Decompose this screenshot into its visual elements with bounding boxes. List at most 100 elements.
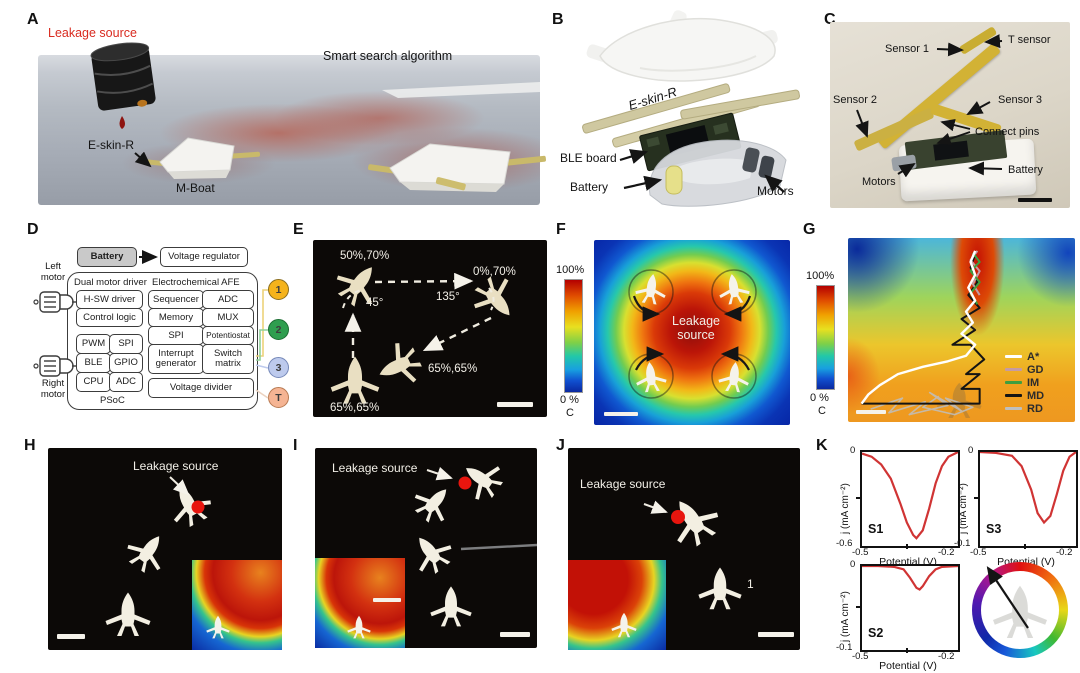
voltage-regulator-box: Voltage regulator <box>160 247 248 267</box>
s1-ytick-0: 0 <box>850 445 856 456</box>
s2-ytick-min: -0.1 <box>836 642 853 653</box>
boat-f-br <box>711 346 757 399</box>
leakage-label-i: Leakage source <box>332 461 418 475</box>
panel-b-label: B <box>552 11 564 28</box>
kplot-s1: j (mA cm⁻²) 0 -0.6 -0.5 -0.2 Potential (… <box>826 442 962 568</box>
legend-md-swatch <box>1005 394 1022 397</box>
scale-bar-i <box>500 632 530 637</box>
panel-b-art <box>582 10 800 207</box>
battery-arrow-c <box>968 161 1003 176</box>
boat-e-bl <box>330 356 380 404</box>
scale-bar-f <box>604 412 638 416</box>
legend-astar-swatch <box>1005 355 1022 358</box>
angle-45-label: 45° <box>366 297 384 309</box>
right-motor-label: Right motor <box>40 378 66 400</box>
portt-wire <box>255 389 269 399</box>
s2-curve <box>862 566 958 590</box>
s2-ytick-0: 0 <box>850 559 856 570</box>
inset-heatmap-j <box>568 560 666 650</box>
scale-bar-h <box>57 634 85 639</box>
gpio-box: GPIO <box>109 353 143 373</box>
panel-c-arrows <box>855 34 1003 178</box>
scale-bar-c <box>1018 198 1052 202</box>
s2-xtick-mid <box>906 648 908 653</box>
leakage-arrow-i <box>426 466 453 481</box>
leakage-label-j: Leakage source <box>580 477 666 491</box>
control-logic-box: Control logic <box>76 308 143 327</box>
speed-mid-label: 65%,65% <box>428 363 478 375</box>
panel-i-label: I <box>293 437 298 454</box>
battery-arrow-b <box>623 175 663 191</box>
sensor3-label: Sensor 3 <box>998 94 1043 106</box>
boat-shell <box>586 10 778 82</box>
s1-frame <box>860 450 960 548</box>
s3-ytick-0: 0 <box>968 445 974 456</box>
leakage-dot-h <box>191 500 205 514</box>
s3-ytick-mid <box>974 497 979 499</box>
pipette <box>460 543 537 551</box>
connect-pins-arrow-2 <box>936 131 971 145</box>
panel-g-paths <box>848 238 1075 418</box>
s3-frame <box>978 450 1078 548</box>
panel-i-art <box>403 451 537 627</box>
port-t-label: T <box>275 391 282 404</box>
left-motor-icon <box>33 291 76 313</box>
s1-xtick-mid <box>906 544 908 549</box>
right-motor-icon <box>33 355 76 377</box>
s3-xtick-left: -0.5 <box>970 547 987 558</box>
scale-bar-e <box>497 402 533 407</box>
s1-xtick-right: -0.2 <box>938 547 955 558</box>
boat-h-2 <box>120 524 176 579</box>
speed-bl-label: 65%,65% <box>330 402 380 414</box>
ble-arrow <box>619 149 649 164</box>
algorithm-label: Smart search algorithm <box>323 49 453 63</box>
speed-tl-label: 50%,70% <box>340 250 390 262</box>
mboat-label: M-Boat <box>176 181 215 195</box>
legend-rd-swatch <box>1005 407 1022 410</box>
left-motor-label: Left motor <box>40 261 66 283</box>
eskin-label-a: E-skin-R <box>88 138 135 152</box>
motors-label-c: Motors <box>862 176 896 188</box>
port-2-label: 2 <box>275 323 282 336</box>
interrupt-generator-box: Interrupt generator <box>148 344 204 374</box>
leakage-source-label-f: Leakage source <box>672 314 720 342</box>
port1-wire <box>256 289 268 357</box>
s2-xtick-right: -0.2 <box>938 651 955 662</box>
s3-ytick-min: -0.1 <box>954 538 971 549</box>
angle-135-label: 135° <box>436 291 460 303</box>
sensor2-label: Sensor 2 <box>833 94 878 106</box>
panel-h-label: H <box>24 437 36 454</box>
oil-drop-icon <box>119 116 125 129</box>
s3-xtick-right: -0.2 <box>1056 547 1073 558</box>
kplot-s2: j (mA cm⁻²) 0 -0.1 -0.5 -0.2 Potential (… <box>826 556 962 673</box>
colorbar-f <box>564 279 583 393</box>
boat-h-1 <box>161 477 217 532</box>
switch-matrix-box: Switch matrix <box>202 344 254 374</box>
s1-ytick-min: -0.6 <box>836 538 853 549</box>
sensor1-label: Sensor 1 <box>885 43 930 55</box>
inset-scale-bar-i <box>373 598 401 602</box>
dual-motor-driver-title: Dual motor driver <box>74 277 147 288</box>
direction-arrow <box>986 566 1029 629</box>
panel-e-label: E <box>293 221 304 238</box>
scale-bar-g <box>856 410 886 414</box>
hull-bottom <box>649 139 787 207</box>
panel-f-heatmap <box>594 240 790 425</box>
leakage-dot-j <box>671 510 685 524</box>
panel-d-lines <box>33 250 269 399</box>
boat-i-3 <box>403 525 459 581</box>
motors-label-b: Motors <box>757 184 794 198</box>
adc2-box: ADC <box>109 372 143 392</box>
turn-arc-135 <box>488 287 495 311</box>
colorbar-g <box>816 285 835 390</box>
psoc-label: PSoC <box>100 395 125 406</box>
legend-im: IM <box>1005 376 1044 389</box>
colorbar-g-bottom: 0 % <box>810 392 829 404</box>
legend-astar: A* <box>1005 350 1044 363</box>
path-md <box>862 255 985 404</box>
boat-f-bl <box>628 346 674 399</box>
panel-c-label: C <box>824 11 836 28</box>
legend-im-label: IM <box>1027 376 1040 389</box>
port-t: T <box>268 387 289 408</box>
leakage-label-h: Leakage source <box>133 459 219 473</box>
